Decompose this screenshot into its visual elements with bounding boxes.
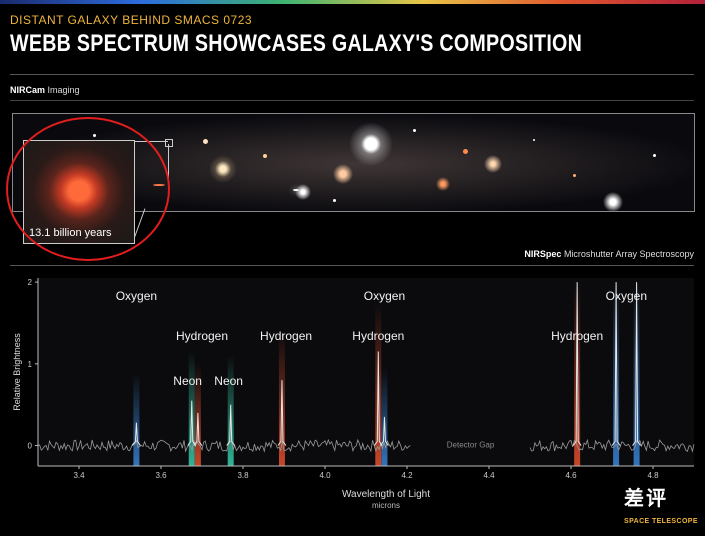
plot-area: [38, 278, 694, 466]
x-axis-unit: microns: [372, 501, 400, 510]
x-axis-label: Wavelength of Light: [342, 489, 430, 500]
header-color-bar: [0, 0, 705, 4]
galaxy: [203, 139, 208, 144]
star: [293, 189, 299, 191]
spectroscopy-section-label: NIRSpec Microshutter Array Spectroscopy: [524, 249, 694, 259]
emission-peak-neon: [226, 404, 236, 446]
element-label-hydrogen: Hydrogen: [260, 329, 312, 343]
page-title: WEBB SPECTRUM SHOWCASES GALAXY'S COMPOSI…: [10, 30, 583, 57]
spectroscopy-instrument: NIRSpec: [524, 249, 562, 259]
watermark-subtext: SPACE TELESCOPE: [624, 518, 698, 525]
emission-peak-neon: [187, 400, 197, 446]
y-axis-label: Relative Brightness: [12, 333, 22, 411]
emission-band-oxygen: [133, 373, 140, 466]
y-tick-label: 2: [28, 278, 33, 287]
x-tick-label: 4.6: [565, 471, 577, 480]
x-tick-label: 4.8: [647, 471, 659, 480]
element-label-hydrogen: Hydrogen: [551, 329, 603, 343]
emission-peak-oxygen: [380, 416, 389, 446]
imaging-instrument: NIRCam: [10, 85, 46, 95]
x-tick-label: 3.4: [73, 471, 85, 480]
highlight-circle: [6, 117, 170, 261]
detector-gap-label: Detector Gap: [447, 441, 495, 450]
galaxy: [463, 149, 468, 154]
emission-peak-oxygen: [131, 422, 141, 446]
star: [263, 154, 267, 158]
emission-peak-hydrogen: [193, 412, 203, 446]
divider: [10, 74, 694, 75]
page-subtitle: DISTANT GALAXY BEHIND SMACS 0723: [10, 13, 253, 27]
element-label-neon: Neon: [214, 374, 243, 388]
star: [333, 199, 336, 202]
emission-peak-hydrogen: [373, 351, 383, 446]
x-tick-label: 4.4: [483, 471, 495, 480]
star: [653, 154, 656, 157]
element-label-oxygen: Oxygen: [606, 289, 647, 303]
spectrum-continuum: [37, 438, 411, 453]
emission-peak-hydrogen: [572, 282, 582, 446]
emission-band-hydrogen: [574, 282, 581, 466]
emission-peak-hydrogen: [277, 380, 287, 446]
spectrum-chart: 0 1 2 3.4 3.6 3.8 4.0 4.2 4.4 4.6 4.8 Wavelength of…: [12, 278, 695, 510]
element-label-oxygen: Oxygen: [364, 289, 405, 303]
x-tick-label: 3.8: [237, 471, 249, 480]
watermark-logo: 差评: [624, 488, 668, 510]
spectrum-continuum: [529, 438, 695, 453]
divider: [10, 100, 694, 101]
divider: [10, 265, 694, 266]
emission-peak-oxygen: [632, 282, 642, 446]
imaging-section-label: NIRCam Imaging: [10, 85, 80, 95]
element-label-neon: Neon: [173, 374, 202, 388]
emission-peak-oxygen: [611, 282, 621, 446]
x-tick-label: 4.0: [319, 471, 331, 480]
star: [533, 139, 535, 141]
zoom-source-box: [165, 139, 173, 147]
connector-line: [168, 144, 169, 192]
element-label-hydrogen: Hydrogen: [176, 329, 228, 343]
spectroscopy-label: Microshutter Array Spectroscopy: [563, 249, 694, 259]
element-label-oxygen: Oxygen: [116, 289, 157, 303]
y-tick-label: 0: [28, 442, 33, 451]
y-tick-label: 1: [28, 360, 33, 369]
x-tick-label: 4.2: [401, 471, 413, 480]
imaging-label: Imaging: [47, 85, 80, 95]
x-tick-label: 3.6: [155, 471, 167, 480]
star: [413, 129, 416, 132]
star: [573, 174, 576, 177]
element-label-hydrogen: Hydrogen: [352, 329, 404, 343]
emission-band-oxygen: [613, 282, 620, 466]
emission-band-oxygen: [633, 282, 640, 466]
